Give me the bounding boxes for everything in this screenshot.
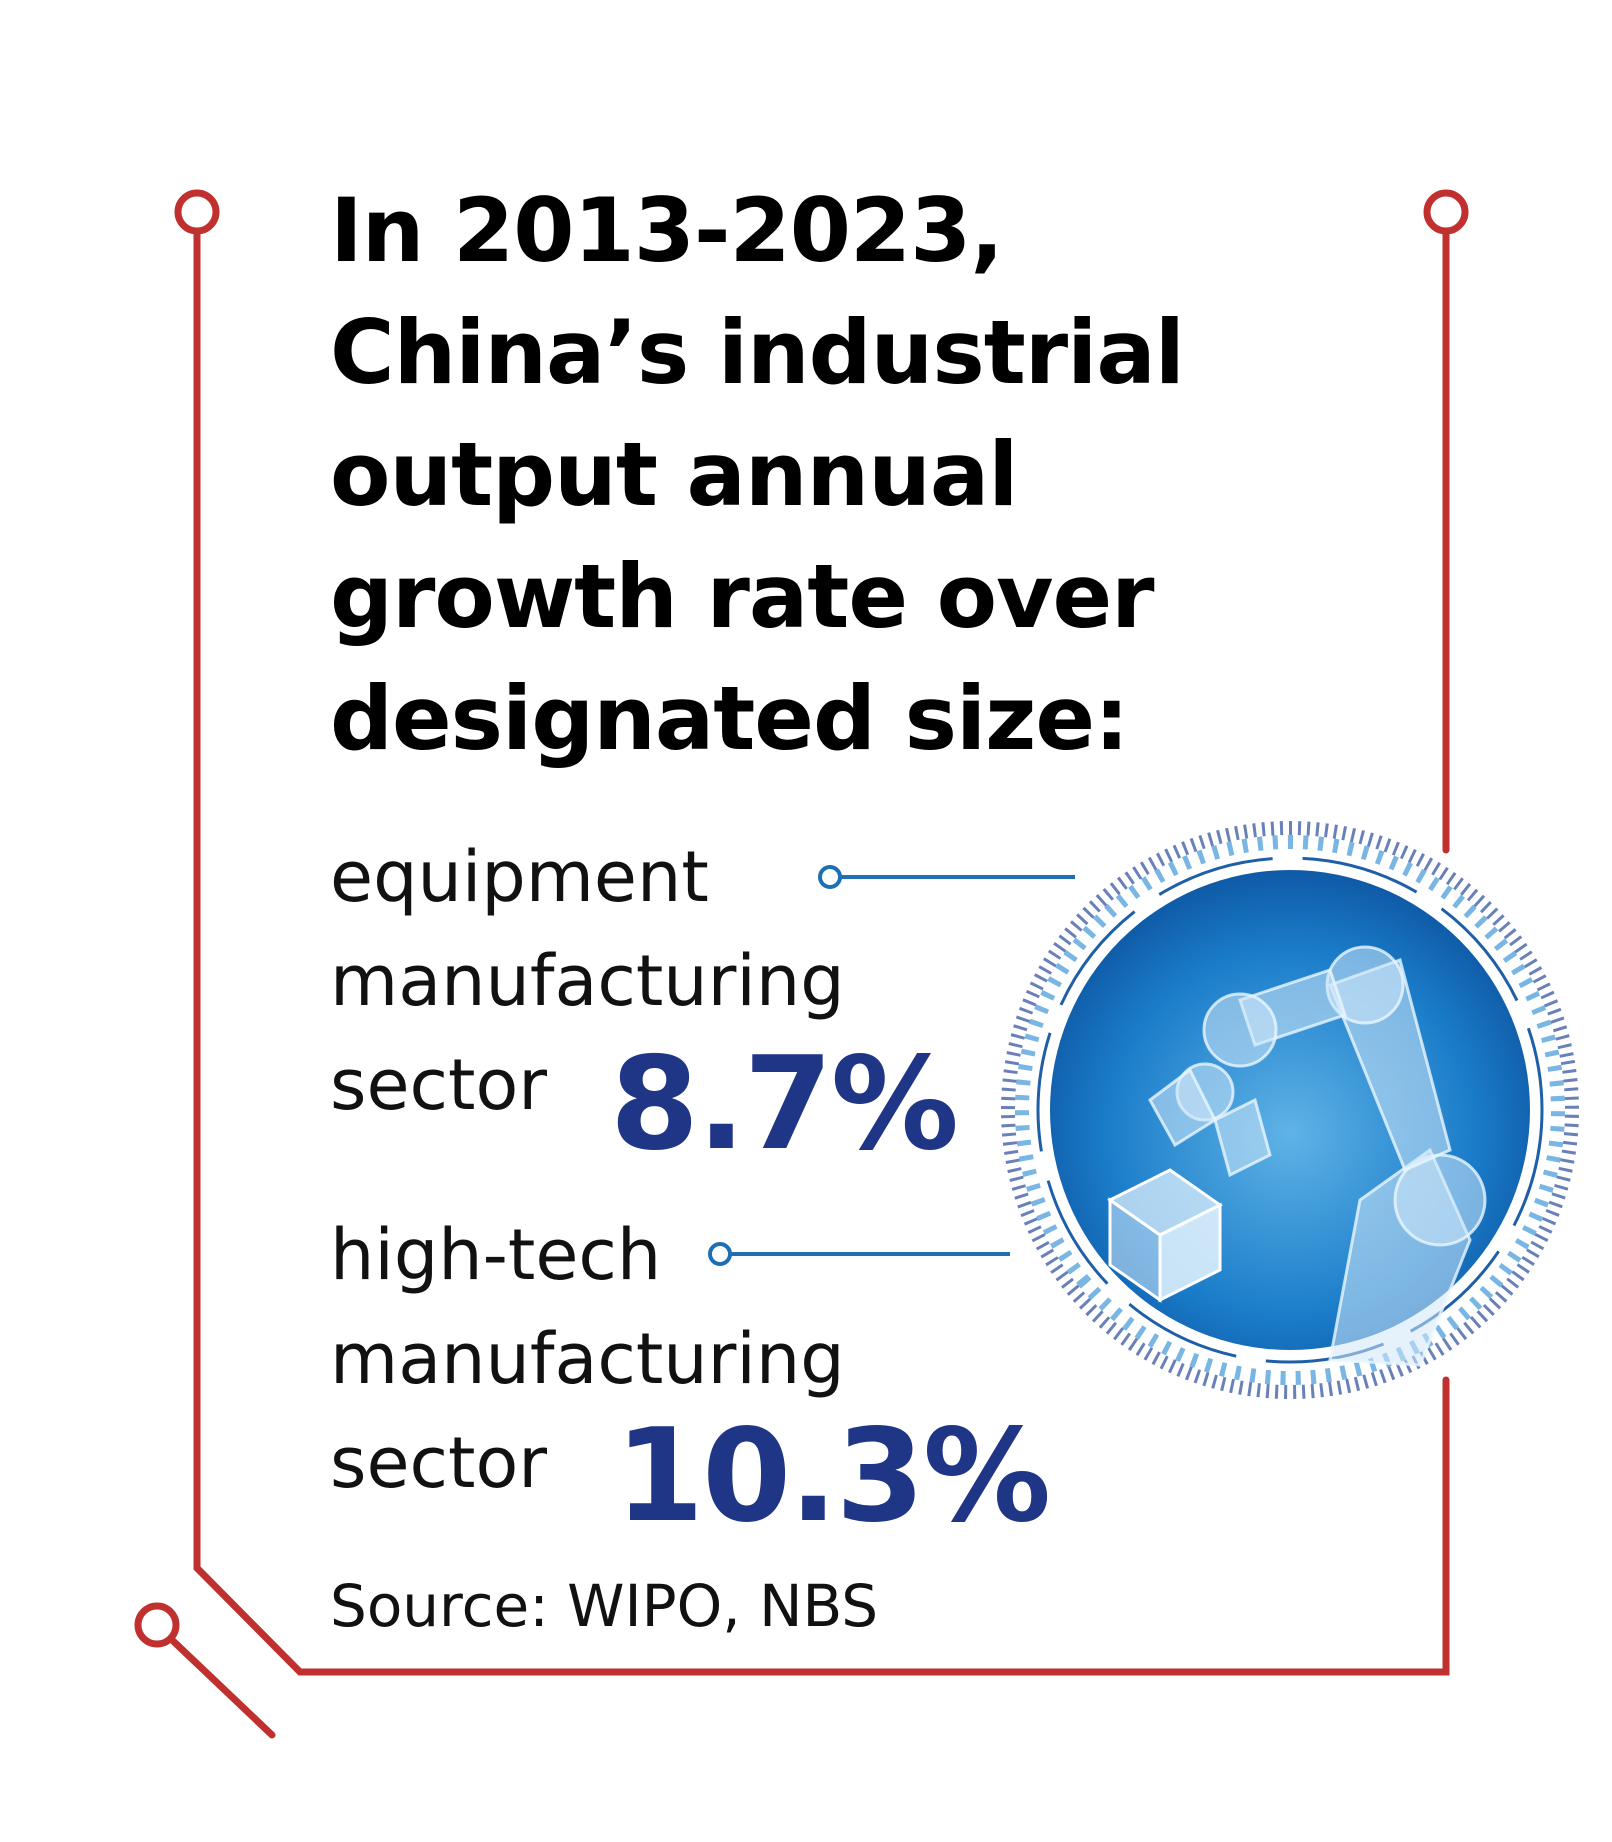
equipment-label-line-3: sector [330,1044,548,1126]
frame-node-bottom-left-icon [134,1602,180,1648]
hightech-label: high-tech manufacturing sector [330,1203,845,1515]
hightech-label-line-3: sector [330,1422,548,1504]
hightech-value: 10.3% [615,1402,1051,1551]
source-note: Source: WIPO, NBS [330,1572,879,1640]
headline-line-4: growth rate over [330,545,1155,648]
headline-line-1: In 2013-2023, [330,179,1004,282]
equipment-label-line-1: equipment [330,836,709,918]
equipment-label: equipment manufacturing sector [330,825,845,1137]
robot-arm-icon [1001,821,1579,1399]
hightech-label-line-1: high-tech [330,1214,662,1296]
headline: In 2013-2023, China’s industrial output … [330,170,1280,780]
equipment-label-line-2: manufacturing [330,940,845,1022]
headline-line-3: output annual [330,423,1018,526]
equipment-value: 8.7% [610,1030,959,1179]
frame-node-top-left-icon [174,189,220,235]
frame-node-top-right-icon [1423,189,1469,235]
frame-line-tail [167,1635,276,1739]
headline-line-2: China’s industrial [330,301,1185,404]
headline-line-5: designated size: [330,667,1129,770]
hightech-label-line-2: manufacturing [330,1318,845,1400]
frame-line-left [193,227,1450,1676]
